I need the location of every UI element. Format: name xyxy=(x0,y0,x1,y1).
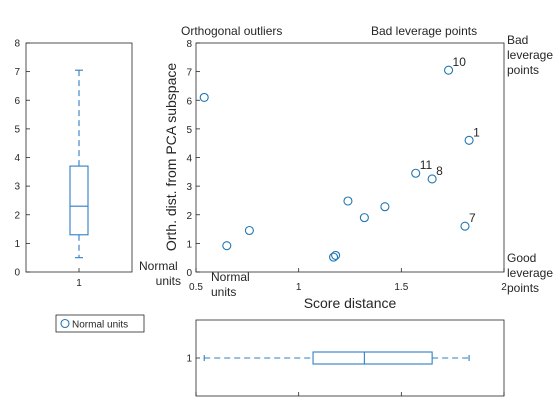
region-label-orthogonal-outliers: Orthogonal outliers xyxy=(181,24,282,38)
scatter-point xyxy=(411,168,421,178)
scatter-point xyxy=(464,135,474,145)
scatter-point-label: 11 xyxy=(420,158,433,172)
left-boxplot-x-tick-label: 1 xyxy=(76,278,82,289)
scatter-x-tick-label: 1 xyxy=(296,282,302,293)
scatter-point xyxy=(199,92,209,102)
scatter-y-tick-label: 5 xyxy=(186,125,192,136)
left-y-tick-label: 5 xyxy=(14,124,20,135)
left-boxplot-y-ticks: 0 1 2 3 4 5 6 7 8 xyxy=(14,39,30,279)
scatter-point-label: 10 xyxy=(453,55,467,69)
scatter-frame xyxy=(195,42,505,273)
bottom-boxplot-box xyxy=(203,351,470,365)
scatter-x-tick-label: 1.5 xyxy=(394,282,408,293)
scatter-y-tick-label: 8 xyxy=(186,39,192,50)
bottom-boxplot-x-ticks xyxy=(195,392,505,396)
scatter-y-tick-label: 7 xyxy=(186,68,192,79)
left-boxplot-box xyxy=(69,69,89,259)
bottom-boxplot-y-tick-label: 1 xyxy=(186,354,192,365)
scatter-point xyxy=(444,65,454,75)
scatter-point xyxy=(331,250,341,260)
main-scatter: 0.5 1 1.5 2 0 1 2 3 4 5 6 7 8 Score distance Orth. … xyxy=(139,24,556,311)
scatter-y-tick-label: 0 xyxy=(186,268,192,279)
left-y-tick-label: 4 xyxy=(14,153,20,164)
scatter-point xyxy=(222,241,232,251)
scatter-point-label: 7 xyxy=(469,211,476,225)
scatter-point-label: 1 xyxy=(473,125,480,139)
scatter-y-tick-label: 3 xyxy=(186,182,192,193)
left-y-tick-label: 0 xyxy=(14,268,20,279)
legend: Normal units xyxy=(55,314,145,333)
left-y-tick-label: 3 xyxy=(14,182,20,193)
left-y-tick-label: 6 xyxy=(14,96,20,107)
scatter-point xyxy=(359,213,369,223)
left-y-tick-label: 1 xyxy=(14,239,20,250)
scatter-point xyxy=(380,202,390,212)
scatter-point-labels: 11 8 10 7 1 xyxy=(420,55,480,225)
left-y-tick-label: 7 xyxy=(14,67,20,78)
scatter-point-label: 8 xyxy=(436,164,443,178)
left-boxplot: 0 1 2 3 4 5 6 7 8 1 xyxy=(14,39,133,289)
scatter-point xyxy=(343,196,353,206)
scatter-x-tick-label: 0.5 xyxy=(189,282,203,293)
scatter-y-ticks: 0 1 2 3 4 5 6 7 8 xyxy=(186,39,200,279)
scatter-x-tick-label: 2 xyxy=(501,282,507,293)
scatter-x-ticks: 0.5 1 1.5 2 xyxy=(189,268,507,293)
scatter-points xyxy=(199,65,474,262)
scatter-point xyxy=(427,174,437,184)
scatter-point xyxy=(329,252,339,262)
region-label-normal-units-bottom: Normal units xyxy=(211,270,253,299)
x-axis-label: Score distance xyxy=(304,295,397,311)
scatter-point xyxy=(244,225,254,236)
scatter-y-tick-label: 2 xyxy=(186,211,192,222)
left-box-iqr xyxy=(69,165,89,236)
left-y-tick-label: 2 xyxy=(14,210,20,221)
legend-entry: Normal units xyxy=(72,320,128,331)
left-y-tick-label: 8 xyxy=(14,39,20,50)
bottom-box-iqr xyxy=(312,351,433,365)
bottom-boxplot: 1 xyxy=(186,319,505,397)
region-label-bad-leverage-right: Bad leverage points xyxy=(507,33,556,77)
region-label-good-leverage: Good leverage points xyxy=(507,251,556,295)
legend-marker xyxy=(60,318,70,329)
legend-box xyxy=(55,314,145,333)
region-label-normal-units-left: Normal units xyxy=(139,259,181,288)
scatter-y-tick-label: 6 xyxy=(186,96,192,107)
scatter-y-tick-label: 4 xyxy=(186,154,192,165)
scatter-y-tick-label: 1 xyxy=(186,239,192,250)
region-label-bad-leverage-top: Bad leverage points xyxy=(371,24,477,38)
y-axis-label: Orth. dist. from PCA subspace xyxy=(163,63,179,252)
scatter-point xyxy=(460,221,470,231)
